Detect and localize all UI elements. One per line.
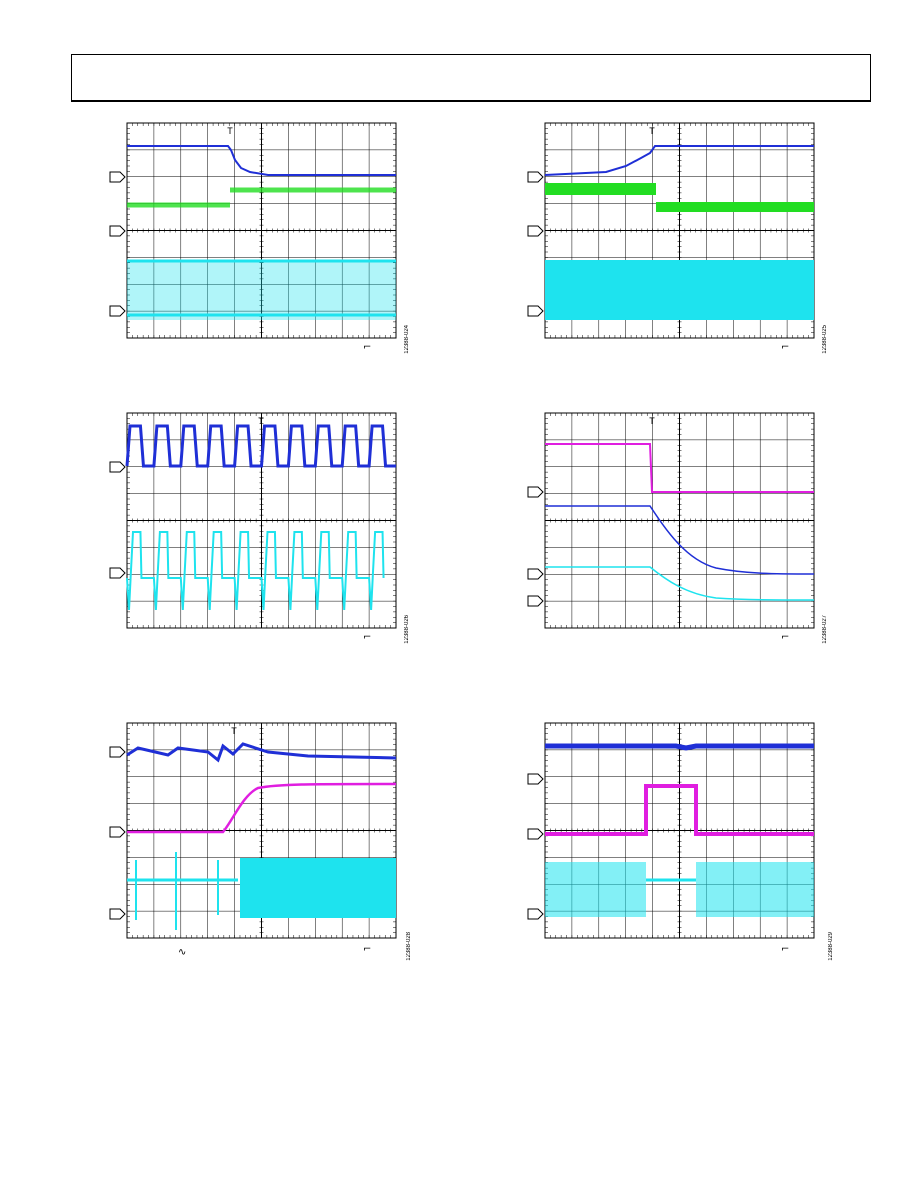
scope-grid [544, 412, 815, 629]
scope-plot-4: T ⌐ [527, 412, 815, 643]
waveform-cyan [127, 259, 396, 320]
waveform-green [127, 187, 396, 208]
scope-plot-6: ⌐ [527, 722, 815, 955]
scope-figure-2: T ⌐ 12388-025 [526, 120, 828, 370]
waveform-green [545, 183, 814, 212]
waveform-magenta [545, 443, 814, 493]
scope-plot-3: T ⌐ [109, 412, 397, 643]
waveform-blue [544, 145, 814, 176]
figure-id: 12388-025 [822, 325, 828, 354]
scope-figure-5: T ∿ ⌐ 12388-028 [108, 720, 412, 970]
waveform-magenta [545, 784, 814, 836]
figure-id: 12388-029 [828, 932, 834, 961]
scope-figure-3: T ⌐ 12388-026 [108, 410, 410, 660]
figure-id: 12388-027 [822, 615, 828, 644]
scope-figure-1: T ⌐ 12388-024 [108, 120, 410, 370]
scope-plot-2: T ⌐ [527, 122, 815, 353]
channel-markers [109, 746, 126, 920]
trigger-icon: ⌐ [781, 632, 789, 643]
trigger-marker: T [649, 416, 655, 426]
scope-figure-6: ⌐ 12388-029 [526, 720, 834, 970]
trigger-marker: T [227, 126, 233, 136]
channel-markers [527, 171, 544, 317]
svg-text:T: T [649, 126, 655, 136]
waveform-blue [125, 424, 396, 468]
figure-id: 12388-026 [404, 615, 410, 644]
waveform-blue [545, 505, 815, 575]
scope-figure-4: T ⌐ 12388-027 [526, 410, 828, 660]
svg-text:T: T [258, 416, 264, 426]
waveform-blue [126, 742, 397, 763]
trigger-icon: ⌐ [363, 632, 371, 643]
waveform-magenta [127, 782, 397, 834]
trigger-icon: ∿ [178, 947, 186, 958]
trigger-icon: ⌐ [363, 342, 371, 353]
waveform-cyan [127, 852, 396, 930]
waveform-cyan [545, 862, 814, 917]
waveform-cyan [545, 260, 814, 320]
channel-markers [527, 773, 544, 920]
figure-id: 12388-028 [406, 932, 412, 961]
waveform-cyan [545, 566, 815, 601]
waveform-blue [127, 145, 396, 176]
scope-plot-5: T ∿ ⌐ [109, 722, 397, 958]
channel-markers [109, 171, 126, 317]
trigger-marker: T [649, 126, 655, 136]
svg-text:T: T [231, 726, 237, 736]
trigger-icon: ⌐ [363, 944, 371, 955]
trigger-marker: T [231, 726, 237, 736]
trigger-icon: ⌐ [781, 944, 789, 955]
waveform-blue [545, 743, 814, 751]
scope-plot-1: T ⌐ [109, 122, 397, 353]
channel-markers [109, 461, 126, 579]
svg-text:T: T [649, 416, 655, 426]
waveform-cyan [126, 531, 385, 611]
figure-id: 12388-024 [404, 325, 410, 354]
channel-markers [527, 486, 544, 607]
page-header [71, 54, 871, 102]
trigger-marker: T [258, 416, 264, 426]
trigger-icon: ⌐ [781, 342, 789, 353]
svg-text:T: T [227, 126, 233, 136]
